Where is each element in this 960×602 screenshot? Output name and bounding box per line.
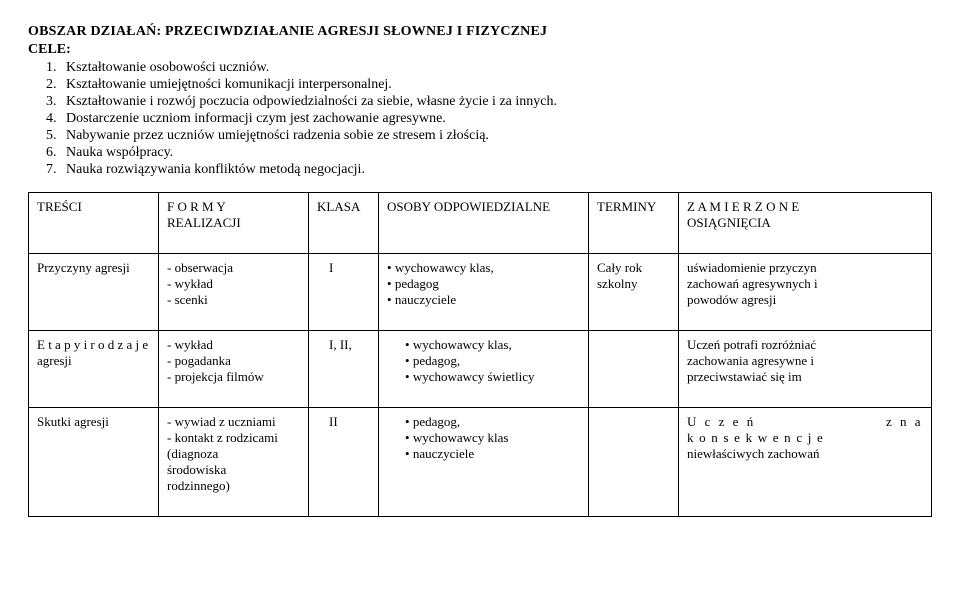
cell-klasa: I xyxy=(309,254,379,331)
header-osoby: OSOBY ODPOWIEDZIALNE xyxy=(379,193,589,254)
cell-formy: - wywiad z uczniami - kontakt z rodzicam… xyxy=(159,408,309,517)
cell-zamierzone: U c z e ń z n a k o n s e k w e n c j e … xyxy=(679,408,932,517)
cell-tresci: Przyczyny agresji xyxy=(29,254,159,331)
cell-zamierzone: uświadomienie przyczyn zachowań agresywn… xyxy=(679,254,932,331)
cell-tresci: Skutki agresji xyxy=(29,408,159,517)
activities-table: TREŚCI F O R M Y REALIZACJI KLASA OSOBY … xyxy=(28,192,932,517)
goal-item: Kształtowanie osobowości uczniów. xyxy=(60,60,932,76)
cell-terminy: Cały rok szkolny xyxy=(589,254,679,331)
header-terminy: TERMINY xyxy=(589,193,679,254)
cell-formy: - wykład - pogadanka - projekcja filmów xyxy=(159,331,309,408)
cell-klasa: II xyxy=(309,408,379,517)
table-row: E t a p y i r o d z a j e agresji - wykł… xyxy=(29,331,932,408)
goal-item: Nauka rozwiązywania konfliktów metodą ne… xyxy=(60,162,932,178)
goal-item: Kształtowanie i rozwój poczucia odpowied… xyxy=(60,94,932,110)
goal-item: Kształtowanie umiejętności komunikacji i… xyxy=(60,77,932,93)
header-klasa: KLASA xyxy=(309,193,379,254)
cell-osoby: wychowawcy klas, pedagog nauczyciele xyxy=(379,254,589,331)
cell-tresci: E t a p y i r o d z a j e agresji xyxy=(29,331,159,408)
cele-label: CELE: xyxy=(28,42,932,58)
table-row: Skutki agresji - wywiad z uczniami - kon… xyxy=(29,408,932,517)
cell-formy: - obserwacja - wykład - scenki xyxy=(159,254,309,331)
header-tresci: TREŚCI xyxy=(29,193,159,254)
goals-list: Kształtowanie osobowości uczniów. Kształ… xyxy=(28,60,932,178)
cell-terminy xyxy=(589,408,679,517)
cell-zamierzone: Uczeń potrafi rozróżniać zachowania agre… xyxy=(679,331,932,408)
area-title: OBSZAR DZIAŁAŃ: PRZECIWDZIAŁANIE AGRESJI… xyxy=(28,24,932,40)
goal-item: Dostarczenie uczniom informacji czym jes… xyxy=(60,111,932,127)
table-row: Przyczyny agresji - obserwacja - wykład … xyxy=(29,254,932,331)
goal-item: Nauka współpracy. xyxy=(60,145,932,161)
cell-osoby: pedagog, wychowawcy klas nauczyciele xyxy=(379,408,589,517)
cell-terminy xyxy=(589,331,679,408)
header-formy: F O R M Y REALIZACJI xyxy=(159,193,309,254)
header-zamierzone: Z A M I E R Z O N E OSIĄGNIĘCIA xyxy=(679,193,932,254)
cell-klasa: I, II, xyxy=(309,331,379,408)
cell-osoby: wychowawcy klas, pedagog, wychowawcy świ… xyxy=(379,331,589,408)
table-header-row: TREŚCI F O R M Y REALIZACJI KLASA OSOBY … xyxy=(29,193,932,254)
goal-item: Nabywanie przez uczniów umiejętności rad… xyxy=(60,128,932,144)
